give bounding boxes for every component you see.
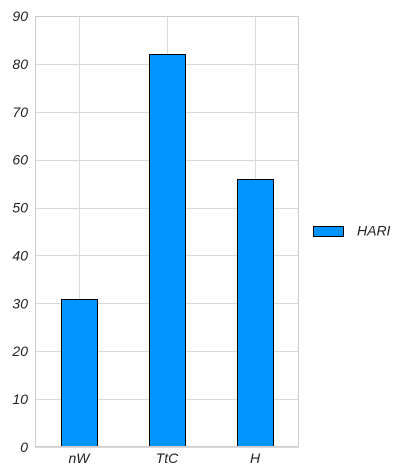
- x-axis-ticks: nW TtC H: [69, 450, 261, 466]
- bar-ttc: [149, 54, 186, 447]
- y-tick-label: 20: [11, 343, 28, 359]
- y-tick-label: 10: [12, 391, 28, 407]
- y-tick-label: 80: [12, 56, 28, 72]
- bar-h: [237, 179, 274, 447]
- x-tick-label: TtC: [156, 450, 179, 466]
- y-tick-label: 90: [12, 8, 28, 24]
- y-axis-ticks: 0 10 20 30 40 50 60 70 80 90: [11, 8, 28, 455]
- x-tick-label: H: [250, 450, 261, 466]
- y-tick-label: 60: [12, 152, 28, 168]
- legend-swatch-hari: [313, 226, 344, 237]
- y-tick-label: 70: [12, 104, 28, 120]
- plot-frame: [35, 16, 299, 447]
- bars: [61, 54, 274, 447]
- y-tick-label: 50: [12, 200, 28, 216]
- y-tick-label: 30: [12, 295, 28, 311]
- y-tick-label: 0: [20, 439, 28, 455]
- legend: HARI: [313, 223, 391, 239]
- bar-nw: [61, 299, 98, 447]
- x-tick-label: nW: [69, 450, 92, 466]
- legend-label-hari: HARI: [357, 223, 391, 239]
- y-tick-label: 40: [12, 247, 28, 263]
